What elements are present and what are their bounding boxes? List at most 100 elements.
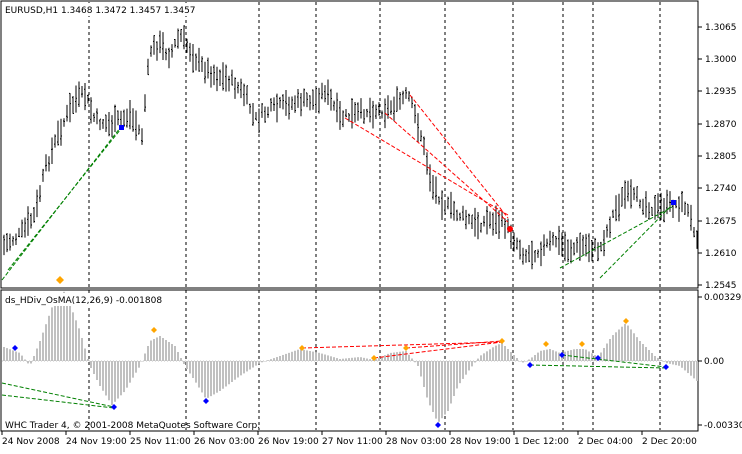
bull-divergence-line xyxy=(529,364,667,369)
price-bar xyxy=(450,191,452,219)
histogram-bar xyxy=(402,351,404,361)
histogram-bar xyxy=(276,357,278,361)
histogram-bar xyxy=(21,355,23,361)
price-bar xyxy=(135,110,137,141)
price-bar xyxy=(489,211,491,229)
histogram-bar xyxy=(465,361,467,375)
price-bar xyxy=(273,97,275,112)
indicator-tick-label: -0.00330 xyxy=(704,421,742,431)
price-bar xyxy=(297,89,299,108)
price-bar xyxy=(483,215,485,227)
histogram-bar xyxy=(318,352,320,361)
price-bar xyxy=(657,193,659,219)
price-bar xyxy=(363,109,365,124)
histogram-bar xyxy=(372,359,374,361)
price-bar xyxy=(309,95,311,111)
histogram-bar xyxy=(294,350,296,361)
histogram-bar xyxy=(651,353,653,361)
histogram-bar xyxy=(648,350,650,361)
histogram-bar xyxy=(606,343,608,361)
price-bar xyxy=(453,200,455,221)
price-bar xyxy=(75,85,77,113)
histogram-bar xyxy=(24,359,26,361)
price-bar xyxy=(531,240,533,270)
histogram-bottom-marker xyxy=(12,345,18,351)
histogram-bar xyxy=(384,355,386,361)
histogram-bar xyxy=(39,341,41,361)
histogram-bar xyxy=(246,361,248,372)
bull-divergence-line xyxy=(1,394,115,409)
price-bar xyxy=(213,64,215,86)
histogram-bottom-marker xyxy=(111,404,117,410)
price-bar xyxy=(516,237,518,250)
price-bar xyxy=(687,203,689,217)
histogram-bar xyxy=(495,345,497,361)
price-bar xyxy=(288,96,290,120)
histogram-bar xyxy=(210,361,212,397)
histogram-bar xyxy=(585,349,587,361)
price-bar xyxy=(654,195,656,220)
price-bar xyxy=(339,100,341,130)
histogram-bar xyxy=(123,361,125,393)
time-tick-label: 2 Dec 04:00 xyxy=(578,437,633,447)
price-bar xyxy=(408,91,410,102)
price-bar xyxy=(471,214,473,229)
histogram-bar xyxy=(564,351,566,361)
histogram-bar xyxy=(582,349,584,361)
histogram-bar xyxy=(441,361,443,419)
price-bar xyxy=(579,232,581,261)
histogram-bar xyxy=(117,361,119,399)
histogram-top-marker xyxy=(579,341,585,347)
symbol-header: EURUSD,H1 1.3468 1.3472 1.3457 1.3457 xyxy=(5,6,196,16)
price-pane[interactable] xyxy=(0,0,699,289)
price-bar xyxy=(555,236,557,248)
price-bar xyxy=(528,245,530,263)
histogram-bar xyxy=(291,351,293,361)
histogram-bar xyxy=(228,361,230,385)
price-bar xyxy=(171,44,173,58)
price-bar xyxy=(168,47,170,69)
price-bar xyxy=(237,81,239,94)
histogram-bar xyxy=(540,350,542,361)
price-bar xyxy=(261,103,263,118)
price-tick-label: 1.2935 xyxy=(705,87,737,97)
price-bar xyxy=(426,152,428,175)
price-bar xyxy=(132,108,134,132)
histogram-bar xyxy=(414,361,416,363)
histogram-bar xyxy=(570,350,572,361)
price-bar xyxy=(189,42,191,62)
price-bar xyxy=(282,94,284,110)
histogram-bar xyxy=(537,352,539,361)
price-bar xyxy=(156,41,158,61)
histogram-bar xyxy=(447,361,449,411)
price-bar xyxy=(321,82,323,100)
price-bar xyxy=(558,225,560,255)
price-bar xyxy=(201,56,203,72)
histogram-bar xyxy=(456,361,458,389)
histogram-bar xyxy=(207,361,209,398)
histogram-bar xyxy=(645,347,647,361)
histogram-bar xyxy=(399,351,401,361)
osma-histogram xyxy=(3,291,698,422)
price-bar xyxy=(597,242,599,262)
histogram-bar xyxy=(633,333,635,361)
histogram-bar xyxy=(258,361,260,364)
histogram-bar xyxy=(663,361,665,362)
histogram-bar xyxy=(234,361,236,380)
price-bar xyxy=(663,197,665,223)
price-bar xyxy=(549,230,551,251)
price-bar xyxy=(33,206,35,223)
price-bar xyxy=(570,239,572,264)
histogram-bar xyxy=(321,353,323,361)
histogram-bar xyxy=(84,348,86,361)
price-bar xyxy=(462,205,464,221)
histogram-bar xyxy=(393,352,395,361)
price-bar xyxy=(477,211,479,240)
price-bar xyxy=(258,108,260,134)
price-bar xyxy=(9,233,11,251)
time-tick-label: 2 Dec 20:00 xyxy=(642,437,697,447)
price-bar xyxy=(492,212,494,236)
histogram-bar xyxy=(69,304,71,361)
